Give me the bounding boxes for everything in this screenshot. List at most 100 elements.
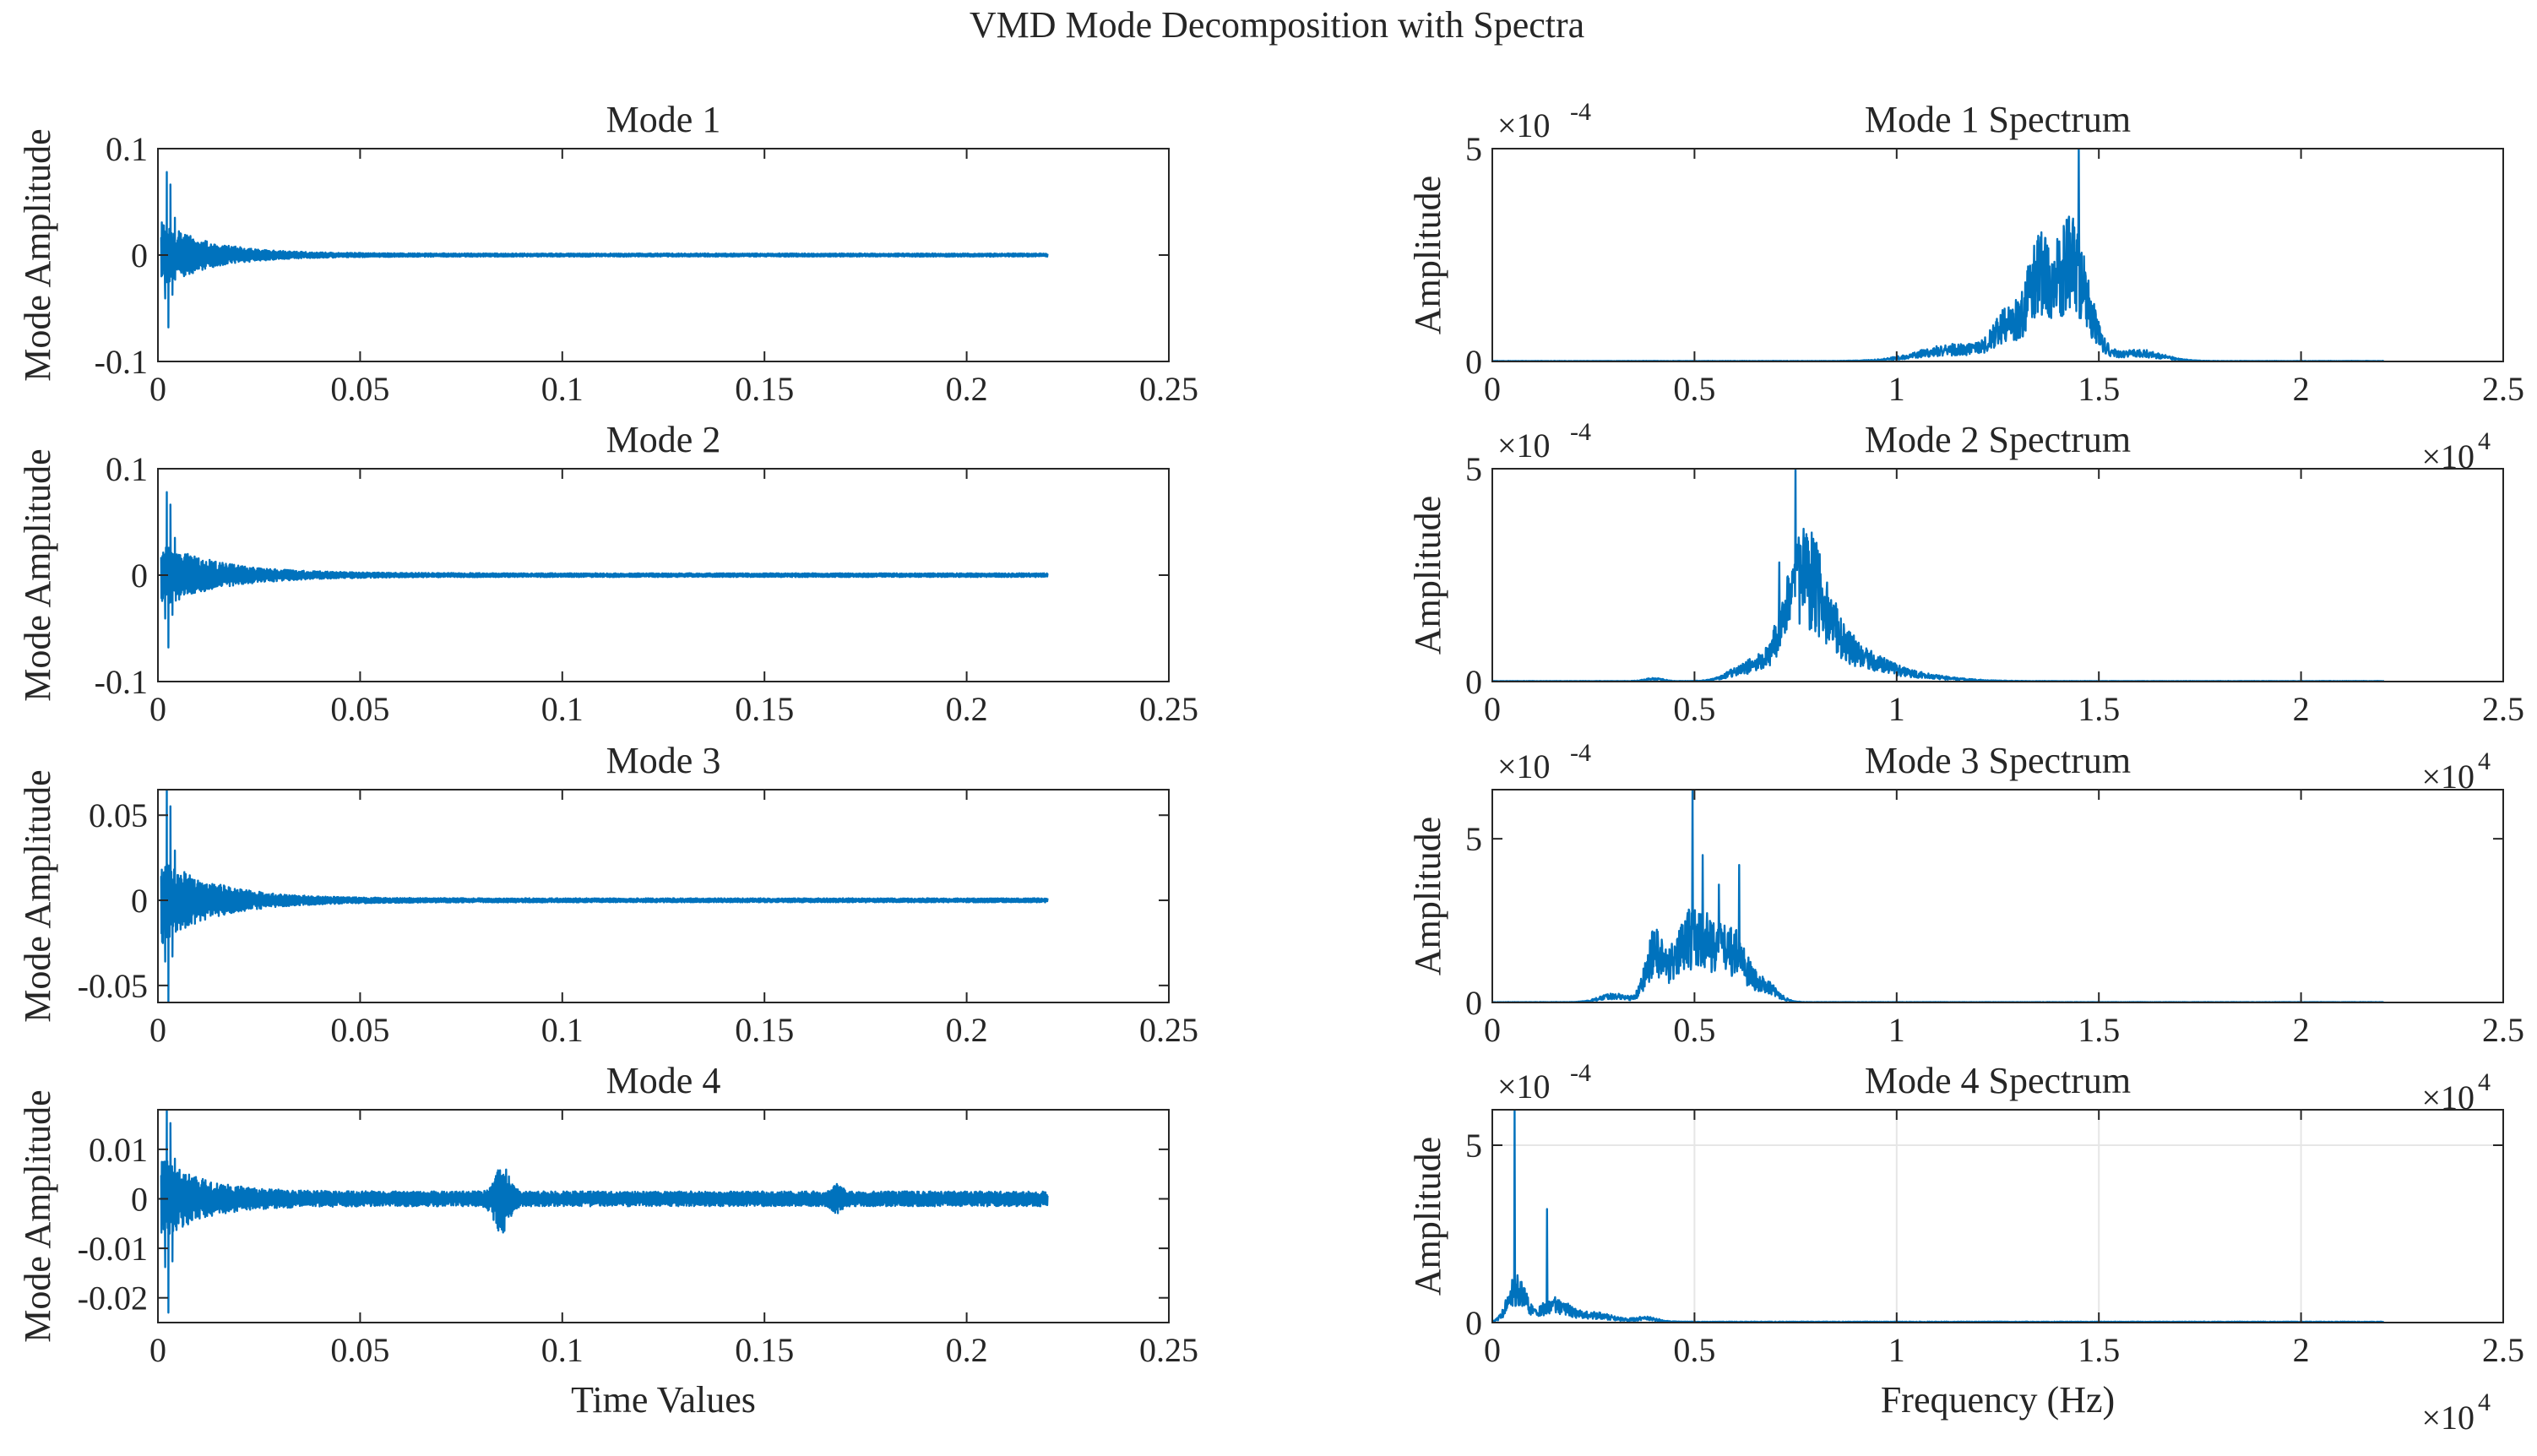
x-tick-label: 0 xyxy=(1484,690,1501,728)
y-axis-label: Mode Amplitude xyxy=(17,448,58,701)
y-exponent-value: -4 xyxy=(1570,418,1591,446)
subplot-title: Mode 4 xyxy=(606,1060,721,1101)
figure-title: VMD Mode Decomposition with Spectra xyxy=(970,4,1584,46)
y-exponent-multiplier: ×10 xyxy=(1497,747,1551,785)
x-tick-label: 0 xyxy=(149,1011,166,1049)
x-tick-label: 0.5 xyxy=(1673,370,1715,408)
y-tick-label: 0 xyxy=(131,882,148,920)
x-tick-label: 0.25 xyxy=(1139,1331,1198,1369)
y-exponent-multiplier: ×10 xyxy=(1497,106,1551,144)
x-tick-label: 2.5 xyxy=(2482,690,2524,728)
x-tick-label: 0.1 xyxy=(541,690,584,728)
x-tick-label: 0.25 xyxy=(1139,370,1198,408)
y-tick-label: 0.1 xyxy=(106,450,148,488)
x-exponent-value: 4 xyxy=(2478,1068,2491,1096)
x-tick-label: 0.2 xyxy=(946,1011,988,1049)
x-tick-label: 0.05 xyxy=(330,690,389,728)
x-exponent-value: 4 xyxy=(2478,1388,2491,1416)
axes-box xyxy=(1491,789,2504,1003)
y-tick-label: 0.01 xyxy=(89,1131,148,1169)
series-line-mode2 xyxy=(160,491,1049,649)
y-tick-label: 5 xyxy=(1465,130,1482,168)
x-tick-label: 0 xyxy=(1484,1011,1501,1049)
series-line-mode4 xyxy=(160,1110,1049,1314)
y-tick-label: 0 xyxy=(131,557,148,595)
y-tick-label: 0 xyxy=(131,236,148,274)
x-tick-label: 0.1 xyxy=(541,370,584,408)
x-tick-label: 0 xyxy=(149,1331,166,1369)
axes-box xyxy=(1491,1109,2504,1323)
x-tick-label: 0.15 xyxy=(735,1331,794,1369)
x-tick-label: 0.2 xyxy=(946,1331,988,1369)
x-tick-label: 0.05 xyxy=(330,370,389,408)
subplot-title: Mode 3 xyxy=(606,740,721,781)
x-tick-label: 1.5 xyxy=(2078,690,2120,728)
subplot-title: Mode 1 Spectrum xyxy=(1865,99,2131,140)
subplot-title: Mode 1 xyxy=(606,99,721,140)
x-tick-label: 1 xyxy=(1888,690,1905,728)
x-tick-label: 0.1 xyxy=(541,1011,584,1049)
y-axis-label: Mode Amplitude xyxy=(17,769,58,1022)
x-tick-label: 1 xyxy=(1888,1011,1905,1049)
y-exponent-value: -4 xyxy=(1570,739,1591,767)
axes-box xyxy=(157,1109,1170,1323)
x-tick-label: 1 xyxy=(1888,1331,1905,1369)
x-tick-label: 2 xyxy=(2293,1011,2310,1049)
y-tick-label: 5 xyxy=(1465,1127,1482,1165)
x-tick-label: 0.25 xyxy=(1139,690,1198,728)
axes-box xyxy=(157,789,1170,1003)
x-tick-label: 1.5 xyxy=(2078,370,2120,408)
x-tick-label: 2.5 xyxy=(2482,1331,2524,1369)
x-tick-label: 2.5 xyxy=(2482,1011,2524,1049)
x-tick-label: 1.5 xyxy=(2078,1331,2120,1369)
subplot-mode4_spectrum: 0 0.5 1 1.5 2 2.5 0 5 Mode 4 Spectrum Amplitude Fr… xyxy=(1407,1059,2524,1437)
y-tick-label: 5 xyxy=(1465,450,1482,488)
y-tick-label: 0 xyxy=(1465,1304,1482,1342)
x-tick-label: 2.5 xyxy=(2482,370,2524,408)
series-line-mode1 xyxy=(160,171,1049,329)
x-exponent-multiplier: ×10 xyxy=(2421,1078,2475,1116)
axes-box xyxy=(1491,148,2504,362)
y-tick-label: -0.1 xyxy=(95,343,148,381)
y-tick-label: -0.05 xyxy=(78,967,148,1005)
y-tick-label: -0.1 xyxy=(95,663,148,701)
y-tick-label: 0.1 xyxy=(106,130,148,168)
y-tick-label: 0 xyxy=(1465,343,1482,381)
y-tick-label: 5 xyxy=(1465,820,1482,858)
x-tick-label: 0.5 xyxy=(1673,1331,1715,1369)
x-tick-label: 0.5 xyxy=(1673,1011,1715,1049)
x-exponent-value: 4 xyxy=(2478,427,2491,455)
x-tick-label: 0.2 xyxy=(946,370,988,408)
x-tick-label: 0 xyxy=(1484,1331,1501,1369)
y-exponent-multiplier: ×10 xyxy=(1497,1068,1551,1106)
y-exponent-value: -4 xyxy=(1570,1059,1591,1087)
y-axis-label: Mode Amplitude xyxy=(17,1089,58,1342)
x-tick-label: 0 xyxy=(149,370,166,408)
x-tick-label: 0.05 xyxy=(330,1011,389,1049)
y-exponent-value: -4 xyxy=(1570,98,1591,126)
subplot-mode4: 0 0.05 0.1 0.15 0.2 0.25 -0.02 -0.01 0 0.01 Mode 4… xyxy=(17,1060,1198,1421)
y-axis-label: Amplitude xyxy=(1407,1137,1448,1296)
x-exponent-multiplier: ×10 xyxy=(2421,1399,2475,1437)
y-axis-label: Amplitude xyxy=(1407,496,1448,655)
x-tick-label: 0 xyxy=(149,690,166,728)
subplot-mode2_spectrum: 0 0.5 1 1.5 2 2.5 0 5 Mode 2 Spectrum Amplitude ×1… xyxy=(1407,418,2524,796)
x-tick-label: 2 xyxy=(2293,370,2310,408)
x-tick-label: 0.2 xyxy=(946,690,988,728)
x-axis-label: Frequency (Hz) xyxy=(1881,1379,2115,1421)
x-tick-label: 0.1 xyxy=(541,1331,584,1369)
y-tick-label: 0 xyxy=(131,1180,148,1218)
x-tick-label: 1.5 xyxy=(2078,1011,2120,1049)
y-axis-label: Amplitude xyxy=(1407,817,1448,975)
x-tick-label: 0.05 xyxy=(330,1331,389,1369)
x-tick-label: 0 xyxy=(1484,370,1501,408)
y-tick-label: 0 xyxy=(1465,984,1482,1022)
x-exponent-value: 4 xyxy=(2478,747,2491,775)
y-tick-label: 0.05 xyxy=(89,796,148,834)
subplot-title: Mode 2 Spectrum xyxy=(1865,419,2131,460)
x-tick-label: 2 xyxy=(2293,1331,2310,1369)
